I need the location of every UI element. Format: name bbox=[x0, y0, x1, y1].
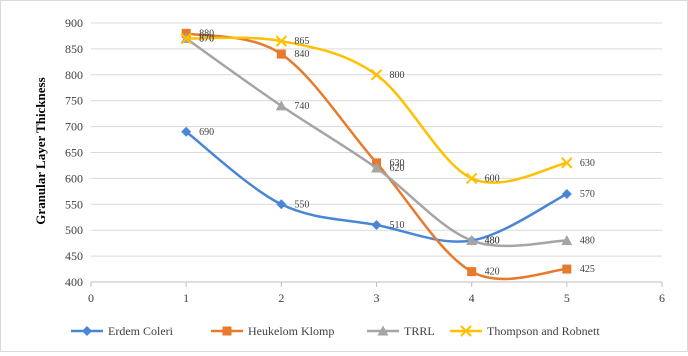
legend-label-heukelom-klomp: Heukelom Klomp bbox=[248, 324, 334, 338]
data-label-erdem-coleri-4: 480 bbox=[485, 236, 500, 247]
data-label-erdem-coleri-3: 510 bbox=[390, 220, 405, 231]
point-trrl-2 bbox=[275, 100, 287, 111]
x-tick-label-2: 2 bbox=[278, 291, 284, 305]
point-thompson-and-robnett-4-stroke-b bbox=[465, 172, 478, 185]
point-erdem-coleri-2 bbox=[276, 199, 287, 210]
legend-marker-erdem-coleri bbox=[82, 326, 92, 336]
data-label-heukelom-klomp-3: 630 bbox=[390, 158, 405, 169]
series-erdem-coleri bbox=[181, 126, 572, 246]
series-trrl bbox=[180, 33, 573, 248]
data-label-trrl-1: 870 bbox=[199, 34, 214, 45]
y-tick-label-750: 750 bbox=[65, 94, 83, 108]
legend-label-trrl: TRRL bbox=[404, 324, 435, 338]
point-thompson-and-robnett-1 bbox=[180, 32, 192, 45]
x-tick-label-3: 3 bbox=[374, 291, 380, 305]
data-label-trrl-3: 620 bbox=[390, 163, 405, 174]
series-thompson-and-robnett bbox=[180, 32, 573, 185]
data-labels: 690 550 510 480 570 880 840 630 420 425 870 740 620 4… bbox=[199, 28, 595, 277]
x-tick-label-4: 4 bbox=[469, 291, 475, 305]
x-tick-label-0: 0 bbox=[88, 291, 94, 305]
series-layer bbox=[180, 28, 573, 281]
gridlines bbox=[91, 22, 662, 257]
data-label-erdem-coleri-1: 690 bbox=[199, 127, 214, 138]
y-tick-label-550: 550 bbox=[65, 197, 83, 211]
data-label-heukelom-klomp-1: 880 bbox=[199, 28, 214, 39]
legend-marker-thompson-and-robnett-stroke-b bbox=[460, 325, 472, 337]
point-thompson-and-robnett-1-stroke-b bbox=[180, 32, 192, 45]
data-label-heukelom-klomp-5: 425 bbox=[580, 264, 595, 275]
data-label-thompson-and-robnett-2: 865 bbox=[294, 36, 309, 47]
point-thompson-and-robnett-5 bbox=[561, 157, 573, 169]
data-label-erdem-coleri-2: 550 bbox=[294, 199, 309, 210]
series-line-heukelom-klomp bbox=[185, 32, 567, 281]
data-label-thompson-and-robnett-3: 800 bbox=[390, 70, 405, 81]
data-label-trrl-2: 740 bbox=[294, 101, 309, 112]
legend-item-thompson-and-robnett: Thompson and Robnett bbox=[450, 324, 600, 338]
point-thompson-and-robnett-3-stroke-b bbox=[370, 69, 383, 81]
point-thompson-and-robnett-4 bbox=[465, 172, 478, 185]
data-label-trrl-4: 480 bbox=[485, 236, 500, 247]
point-heukelom-klomp-4 bbox=[467, 267, 477, 277]
y-tick-label-650: 650 bbox=[65, 146, 83, 160]
x-tick-label-6: 6 bbox=[659, 291, 665, 305]
point-thompson-and-robnett-5-stroke-b bbox=[561, 157, 573, 169]
data-label-trrl-5: 480 bbox=[580, 236, 595, 247]
legend: Erdem Coleri Heukelom Klomp TRRL Thompson a… bbox=[71, 324, 600, 338]
point-trrl-4 bbox=[466, 235, 478, 246]
data-label-heukelom-klomp-4: 420 bbox=[485, 267, 500, 278]
point-erdem-coleri-1 bbox=[181, 126, 192, 137]
data-label-heukelom-klomp-2: 840 bbox=[294, 49, 309, 60]
x-tick-label-1: 1 bbox=[183, 291, 189, 305]
y-axis-title: Granular Layer Thickness bbox=[33, 77, 48, 224]
data-label-thompson-and-robnett-1: 870 bbox=[199, 34, 214, 45]
data-label-erdem-coleri-5: 570 bbox=[580, 189, 595, 200]
series-heukelom-klomp bbox=[181, 28, 572, 281]
legend-item-heukelom-klomp: Heukelom Klomp bbox=[211, 324, 334, 338]
point-trrl-3 bbox=[371, 162, 382, 173]
y-tick-label-600: 600 bbox=[65, 171, 83, 185]
legend-marker-heukelom-klomp bbox=[222, 326, 232, 336]
x-tick-label-5: 5 bbox=[564, 291, 570, 305]
y-tick-label-800: 800 bbox=[65, 68, 83, 82]
legend-marker-thompson-and-robnett bbox=[460, 325, 472, 337]
point-erdem-coleri-5 bbox=[561, 188, 572, 199]
point-trrl-5 bbox=[561, 235, 573, 246]
point-thompson-and-robnett-2-stroke-b bbox=[275, 35, 288, 47]
y-tick-label-500: 500 bbox=[65, 223, 83, 237]
point-thompson-and-robnett-2 bbox=[275, 35, 288, 47]
legend-label-thompson-and-robnett: Thompson and Robnett bbox=[487, 324, 600, 338]
legend-marker-trrl bbox=[377, 325, 389, 336]
axes: 400 450 500 550 600 650 700 750 800 850 900 0 1 2 3 4 5 6 bbox=[65, 16, 665, 305]
y-tick-label-850: 850 bbox=[65, 42, 83, 56]
legend-label-erdem-coleri: Erdem Coleri bbox=[108, 324, 174, 338]
data-label-thompson-and-robnett-5: 630 bbox=[580, 158, 595, 169]
y-tick-label-700: 700 bbox=[65, 120, 83, 134]
data-label-thompson-and-robnett-4: 600 bbox=[485, 173, 500, 184]
point-thompson-and-robnett-3 bbox=[370, 69, 383, 81]
legend-item-trrl: TRRL bbox=[367, 324, 435, 338]
legend-item-erdem-coleri: Erdem Coleri bbox=[71, 324, 174, 338]
y-tick-label-400: 400 bbox=[65, 275, 83, 289]
point-erdem-coleri-3 bbox=[371, 220, 382, 231]
y-tick-label-450: 450 bbox=[65, 249, 83, 263]
series-line-trrl bbox=[185, 37, 567, 248]
point-heukelom-klomp-5 bbox=[562, 264, 572, 274]
point-heukelom-klomp-2 bbox=[276, 49, 286, 59]
y-tick-label-900: 900 bbox=[65, 16, 83, 30]
